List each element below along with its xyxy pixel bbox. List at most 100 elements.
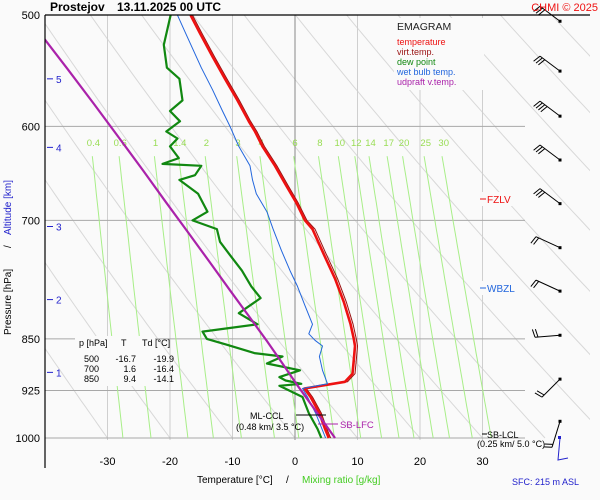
mixing-ratio-label: 17 (383, 138, 394, 149)
series-temperature (189, 15, 357, 439)
barb-feather (535, 57, 543, 64)
barb-shaft (535, 236, 561, 249)
wbzl-label: WBZL (487, 284, 515, 295)
table-cell: 500 (84, 354, 99, 364)
series-dew-point (161, 15, 323, 439)
barb-station-dot (558, 436, 561, 439)
wind-barb (557, 436, 569, 461)
barb-station-dot (558, 19, 562, 23)
barb-feather (533, 188, 541, 195)
datetime: 13.11.2025 00 UTC (117, 0, 221, 14)
altitude-tick-label: 2 (56, 296, 62, 307)
y-tick-label: 700 (22, 215, 40, 227)
mixing-ratio-line (318, 156, 362, 439)
barb-feather (530, 236, 537, 244)
mixing-ratio-label: 25 (420, 138, 431, 149)
x-tick-label: 0 (292, 456, 298, 468)
mixing-ratio-label: 0.6 (114, 138, 127, 149)
legend-box (394, 18, 484, 90)
barb-shaft (539, 5, 561, 22)
mixing-ratio-line (441, 156, 492, 439)
wind-barb (531, 329, 562, 338)
station-name: Prostejov (50, 0, 105, 14)
mixing-ratio-line (153, 156, 189, 439)
mixing-ratio-line (423, 156, 473, 439)
dry-adiabat (499, 15, 590, 114)
x-tick-label: 30 (476, 456, 488, 468)
table-cell: -19.9 (153, 354, 174, 364)
barb-feather (538, 148, 546, 155)
dry-adiabat (45, 99, 296, 439)
barb-feather (533, 5, 541, 12)
sb-lcl-label: SB-LCL (487, 430, 519, 440)
barb-shaft (534, 334, 561, 338)
wind-barb (530, 279, 562, 293)
wind-barb (533, 100, 562, 118)
dry-adiabat (45, 22, 358, 439)
legend-item-temperature: temperature (397, 37, 446, 47)
sounding-table: p [hPa] T Td [°C] 500 -16.7 -19.9 700 1.… (75, 336, 174, 386)
barb-shaft (539, 55, 561, 72)
wind-barb (533, 188, 562, 206)
mixing-ratio-lines: 0.4 0.6 1 1.4 2 3 4 6 8 10 12 14 17 20 25 30 (87, 138, 492, 439)
y-tick-label: 600 (22, 121, 40, 133)
barb-station-dot (558, 289, 562, 293)
sb-lfc-label: SB-LFC (340, 420, 374, 431)
y-axis-title-2: Altitude [km] (3, 180, 14, 235)
legend-item-virt-temp: virt.temp. (397, 47, 434, 57)
barb-feather (533, 144, 541, 151)
dry-adiabat (345, 15, 590, 293)
barb-feather (533, 281, 540, 289)
dry-adiabat (397, 15, 590, 231)
mixing-ratio-label: 20 (399, 138, 410, 149)
barb-feather (530, 279, 537, 287)
barb-station-dot (558, 114, 562, 118)
legend-item-wet-bulb: wet bulb temp. (396, 67, 456, 77)
y-axis-title: Pressure [hPa] (3, 269, 14, 335)
barb-station-dot (558, 419, 562, 423)
sfc-label: SFC: 215 m ASL (512, 477, 579, 487)
wind-barbs (530, 5, 569, 461)
barb-shaft (535, 279, 561, 292)
barb-feather (538, 59, 546, 66)
legend-item-dew-point: dew point (397, 57, 436, 67)
mixing-ratio-line (204, 156, 242, 439)
mixing-ratio-label: 8 (317, 138, 322, 149)
y-tick-label: 500 (22, 10, 40, 22)
legend: EMAGRAM temperature virt.temp. dew point… (394, 18, 484, 90)
mixing-ratio-line (386, 156, 434, 439)
barb-shaft (539, 144, 561, 161)
mixing-ratio-label: 14 (365, 138, 376, 149)
table-header-p: p [hPa] (79, 338, 108, 348)
x-tick-label: -30 (100, 456, 116, 468)
profile-series (45, 15, 358, 439)
altitude-tick-label: 3 (56, 222, 62, 233)
y-tick-label: 1000 (16, 433, 40, 445)
x-tick-label: 20 (414, 456, 426, 468)
surface-wind-barb (557, 437, 569, 461)
y-tick-label: 850 (22, 334, 40, 346)
wind-barb (533, 5, 562, 23)
wind-barb (534, 377, 562, 398)
barb-feather (533, 237, 540, 245)
barb-feather (534, 329, 539, 338)
table-header-td: Td [°C] (142, 338, 170, 348)
dry-adiabat (192, 15, 546, 439)
y-tick-label: 925 (22, 385, 40, 397)
barb-station-dot (558, 246, 562, 250)
barb-shaft (539, 188, 561, 205)
mixing-ratio-line (118, 156, 152, 439)
barb-feather (540, 106, 548, 113)
barb-station-dot (558, 158, 562, 162)
fzlv-box (478, 192, 513, 206)
legend-title: EMAGRAM (397, 21, 451, 33)
table-box (75, 336, 155, 386)
mixing-ratio-line (368, 156, 415, 439)
barb-shaft (541, 378, 561, 398)
mixing-ratio-label: 1.4 (173, 138, 186, 149)
barb-station-dot (558, 202, 562, 206)
barb-station-dot (558, 69, 562, 73)
ml-ccl-value: (0.48 km/ 3.5 °C) (236, 422, 304, 432)
